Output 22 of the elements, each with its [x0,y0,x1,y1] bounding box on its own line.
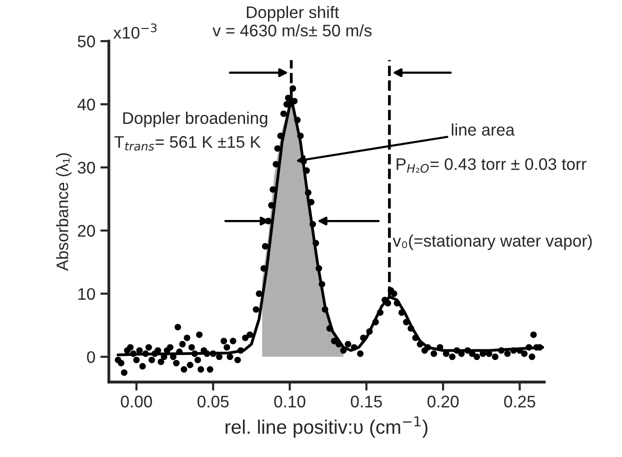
annotation: v₀(=stationary water vapor) [392,234,592,250]
text: Doppler shift [246,6,339,22]
annotation: line area [452,123,515,136]
x-tick-label: 0.05 [198,396,229,408]
x-tick-label: 0.10 [274,396,306,408]
y-tick-label: 40 [78,98,96,110]
x-axis-title: rel. line positiv:υ (cm$^{−1}$) [226,416,428,438]
y-tick-label: 30 [78,162,96,174]
x-tick-label: 0.00 [120,396,152,408]
annotation: Doppler broadening [123,112,268,128]
y-tick-label: 10 [78,288,96,300]
annotation: P$_{H₂O}$= 0.43 torr ± 0.03 torr [396,158,586,173]
text: v = 4630 m/s± 50 m/s [212,24,372,36]
y-axis-title: Absorbance (λ₁) [56,153,72,271]
annotation: T$_{trans}$= 561 K ±15 K [114,136,261,151]
x-tick-label: 0.15 [350,396,382,408]
x-tick-label: 0.20 [428,396,459,408]
y-tick-label: 50 [78,36,96,48]
x-tick-label: 0.25 [504,396,536,408]
y-tick-label: 0 [87,351,96,363]
y-tick-label: 20 [78,224,96,237]
text: x10$^{−3}$ [113,23,156,39]
